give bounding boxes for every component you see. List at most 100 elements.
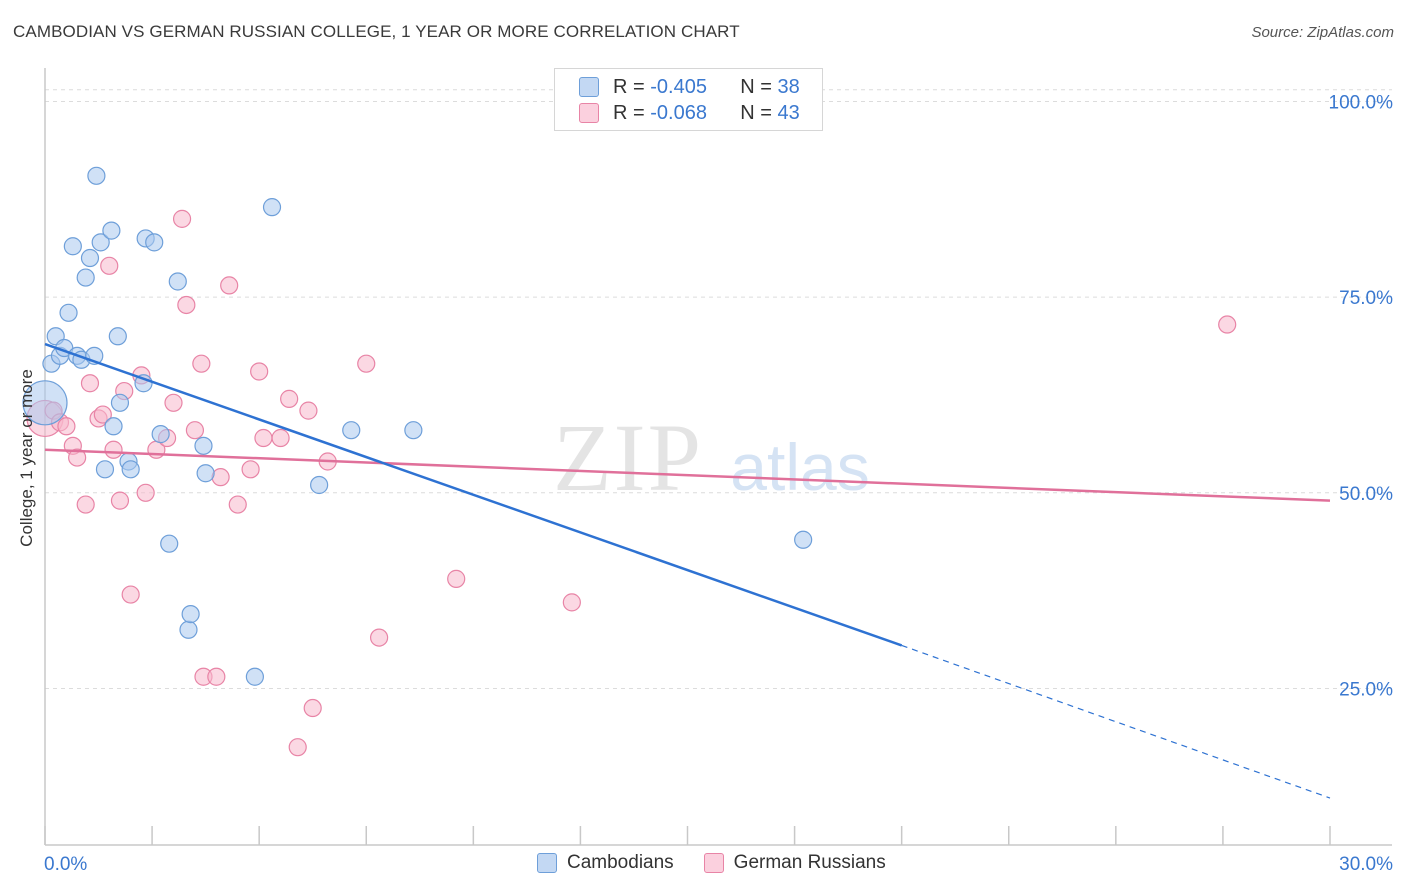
german-russians-point: [121, 585, 140, 604]
german-russians-point: [164, 393, 183, 412]
cambodians-trend-line: [44, 342, 903, 647]
cambodians-point: [196, 464, 215, 483]
german-russians-point: [447, 569, 466, 588]
cambodians-point: [151, 425, 170, 444]
german-russians-point: [254, 428, 273, 448]
german-russians-point: [241, 460, 260, 479]
legend-row-german-russians: R = -0.068 N = 43: [579, 101, 800, 125]
german-russians-point: [177, 295, 196, 315]
cambodians-point: [310, 475, 329, 495]
cambodians-point: [102, 221, 121, 240]
cambodians-label: Cambodians: [567, 852, 674, 873]
x-tick-label: 0.0%: [44, 854, 87, 875]
legend-r-label: R =: [613, 101, 645, 124]
cambodians-point: [63, 237, 82, 256]
german-russians-points: [26, 209, 1237, 757]
chart-title: CAMBODIAN VS GERMAN RUSSIAN COLLEGE, 1 Y…: [13, 22, 740, 41]
german-russians-trend-line: [44, 448, 1331, 502]
german-russians-point: [104, 440, 123, 459]
cambodians-point: [59, 303, 78, 322]
tick-labels: 25.0% 50.0% 75.0% 100.0% 0.0% 30.0%: [44, 92, 1393, 875]
german-russians-point: [357, 354, 376, 373]
cambodians-point: [121, 460, 140, 479]
german-russians-point: [228, 495, 247, 514]
cambodians-point: [181, 605, 200, 624]
cambodians-point: [95, 460, 115, 479]
legend-swatch-blue: [579, 77, 599, 97]
cambodians-point: [91, 233, 110, 252]
legend-r-value: -0.068: [650, 101, 707, 124]
german-russians-point: [562, 593, 581, 612]
german-russians-point: [192, 354, 211, 373]
cambodians-point: [168, 272, 187, 291]
legend-n-label: N =: [740, 75, 772, 98]
german-russians-point: [136, 483, 155, 502]
german-russians-swatch: [703, 853, 724, 873]
german-russians-point: [288, 738, 307, 757]
gridlines: [45, 89, 1392, 689]
german-russians-point: [250, 362, 269, 381]
cambodians-point: [160, 534, 179, 553]
cambodians-point: [76, 268, 95, 287]
watermark: ZIP atlas: [553, 404, 870, 511]
cambodians-point: [22, 380, 68, 426]
y-tick-label: 50.0%: [1339, 484, 1393, 505]
cambodians-point: [145, 233, 164, 252]
german-russians-point: [172, 209, 192, 228]
legend-n-value: 43: [777, 101, 800, 124]
cambodians-trend-extension: [901, 644, 1331, 799]
german-russians-point: [220, 276, 239, 295]
cambodians-swatch: [537, 853, 557, 873]
cambodians-point: [342, 421, 361, 440]
correlation-legend: R = -0.405 N = 38 R = -0.068 N = 43: [554, 68, 823, 131]
y-tick-label: 25.0%: [1339, 679, 1393, 700]
german-russians-label: German Russians: [733, 852, 886, 873]
legend-row-cambodians: R = -0.405 N = 38: [579, 75, 800, 99]
series-legend: Cambodians German Russians: [537, 852, 916, 874]
cambodians-point: [179, 620, 198, 639]
watermark-zip: ZIP: [553, 404, 703, 511]
german-russians-point: [207, 667, 226, 686]
axes: [44, 68, 1392, 846]
german-russians-point: [280, 389, 299, 408]
cambodians-point: [794, 530, 813, 549]
x-tick-label: 30.0%: [1339, 854, 1393, 875]
german-russians-point: [93, 405, 112, 424]
cambodians-point: [245, 667, 264, 686]
german-russians-point: [68, 448, 87, 467]
german-russians-point: [211, 468, 230, 487]
cambodians-point: [87, 166, 106, 185]
german-russians-point: [299, 401, 318, 420]
cambodians-point: [194, 436, 213, 455]
cambodians-point: [80, 248, 100, 268]
cambodians-point: [110, 393, 130, 412]
y-tick-label: 75.0%: [1339, 288, 1393, 309]
cambodians-points: [22, 166, 813, 686]
german-russians-point: [110, 491, 130, 510]
legend-item-cambodians[interactable]: Cambodians: [537, 852, 674, 874]
trend-lines: [44, 342, 1331, 799]
german-russians-point: [1218, 315, 1237, 334]
legend-n-value: 38: [777, 75, 800, 98]
y-tick-label: 100.0%: [1329, 92, 1394, 113]
legend-n-label: N =: [740, 101, 772, 124]
german-russians-point: [80, 374, 100, 393]
y-axis-title: College, 1 year or more: [17, 369, 36, 547]
legend-swatch-pink: [579, 103, 599, 123]
cambodians-point: [262, 198, 282, 217]
german-russians-point: [185, 421, 205, 440]
cambodians-point: [108, 327, 127, 346]
german-russians-point: [271, 428, 290, 448]
cambodians-point: [404, 421, 423, 440]
cambodians-point: [104, 417, 123, 436]
german-russians-point: [303, 698, 322, 718]
german-russians-point: [100, 256, 119, 275]
legend-r-label: R =: [613, 75, 645, 98]
watermark-atlas: atlas: [730, 430, 869, 504]
german-russians-point: [76, 495, 95, 514]
source-credit: Source: ZipAtlas.com: [1251, 24, 1394, 41]
legend-item-german-russians[interactable]: German Russians: [703, 852, 886, 874]
german-russians-point: [370, 628, 389, 647]
german-russians-point: [57, 417, 76, 436]
